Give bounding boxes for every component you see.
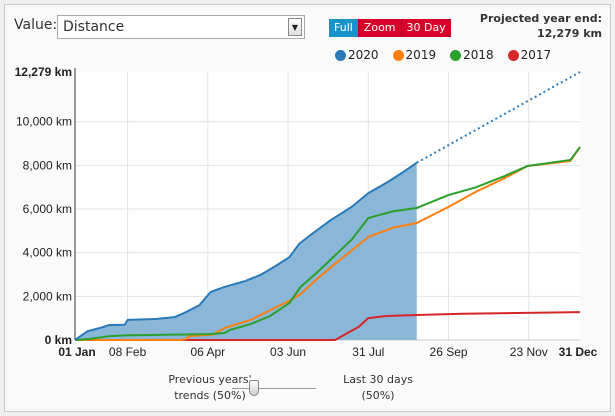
value-label: Value: bbox=[14, 17, 58, 33]
slider-left-label: Previous years' trends (50%) bbox=[150, 372, 270, 404]
projected-year-end: Projected year end: 12,279 km bbox=[480, 11, 602, 41]
y-tick-label: 10,000 km bbox=[16, 115, 72, 129]
legend-dot-icon bbox=[507, 49, 519, 61]
full-button[interactable]: Full bbox=[329, 19, 358, 37]
slider-right-line2: (50%) bbox=[361, 389, 395, 402]
series-2019-line bbox=[75, 146, 581, 341]
slider-thumb[interactable] bbox=[249, 380, 259, 396]
slider-left-line2: trends (50%) bbox=[174, 389, 246, 402]
y-tick-label: 0 km bbox=[45, 333, 72, 347]
legend-item-2020[interactable]: 2020 bbox=[335, 48, 379, 62]
legend-item-2018[interactable]: 2018 bbox=[450, 48, 494, 62]
legend-item-2017[interactable]: 2017 bbox=[507, 48, 552, 62]
series-2020-projection bbox=[416, 71, 581, 164]
projected-label: Projected year end: bbox=[479, 12, 602, 25]
y-tick-label: 8,000 km bbox=[23, 158, 72, 172]
legend-label: 2017 bbox=[520, 48, 552, 62]
x-tick-label: 03 Jun bbox=[270, 345, 306, 359]
zoom-button[interactable]: Zoom bbox=[357, 19, 401, 37]
legend-dot-icon bbox=[392, 49, 404, 61]
value-select[interactable]: Distance ▼ bbox=[57, 15, 305, 39]
slider-right-label: Last 30 days (50%) bbox=[318, 372, 438, 404]
chevron-down-icon[interactable]: ▼ bbox=[288, 18, 302, 36]
slider-track[interactable] bbox=[232, 388, 316, 389]
y-tick-label: 2,000 km bbox=[23, 289, 72, 303]
x-tick-label: 06 Apr bbox=[190, 345, 225, 359]
series-2020-area bbox=[75, 162, 417, 340]
chart-legend: 2020 2019 2018 2017 bbox=[335, 48, 551, 62]
series-2017-line bbox=[75, 311, 581, 341]
slider-left-line1: Previous years' bbox=[168, 373, 252, 386]
legend-dot-icon bbox=[450, 49, 462, 61]
legend-dot-icon bbox=[335, 49, 346, 61]
legend-label: 2019 bbox=[405, 48, 437, 62]
30-day-button[interactable]: 30 Day bbox=[400, 19, 451, 37]
view-toggle: Full Zoom 30 Day bbox=[329, 19, 451, 37]
value-select-text: Distance bbox=[63, 19, 125, 35]
series-2018-line bbox=[74, 146, 581, 341]
y-tick-label: 12,279 km bbox=[15, 65, 72, 79]
x-tick-label: 31 Dec bbox=[559, 345, 598, 359]
y-tick-label: 4,000 km bbox=[23, 246, 72, 260]
x-tick-label: 31 Jul bbox=[352, 345, 384, 359]
projected-value: 12,279 km bbox=[536, 27, 602, 40]
x-tick-label: 08 Feb bbox=[109, 345, 147, 359]
x-tick-label: 23 Nov bbox=[510, 345, 548, 359]
legend-label: 2020 bbox=[348, 48, 379, 62]
x-tick-label: 01 Jan bbox=[58, 345, 95, 359]
y-tick-label: 6,000 km bbox=[23, 202, 72, 216]
legend-item-2019[interactable]: 2019 bbox=[392, 48, 437, 62]
series-2020-line bbox=[74, 161, 418, 341]
slider-right-line1: Last 30 days bbox=[343, 373, 413, 386]
legend-label: 2018 bbox=[463, 48, 494, 62]
x-tick-label: 26 Sep bbox=[430, 345, 468, 359]
